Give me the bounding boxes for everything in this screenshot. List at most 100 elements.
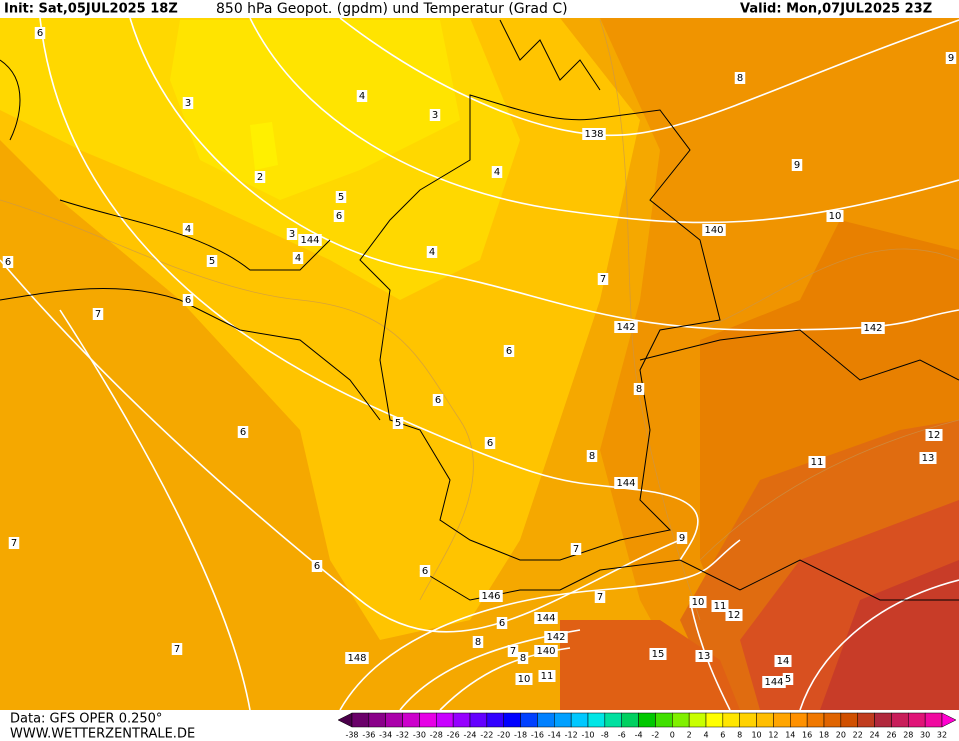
contour-label: 7: [573, 544, 579, 555]
label-box: [171, 643, 183, 655]
height-isoline: [59, 309, 251, 711]
contour-label: 7: [510, 646, 516, 657]
contour-label: 8: [589, 451, 595, 462]
colorbar-tick-label: -28: [430, 731, 443, 740]
height-isoline: [689, 579, 959, 711]
label-box: [534, 645, 558, 657]
header-bar: [0, 0, 959, 18]
label-box: [286, 228, 298, 240]
colorbar-tick-label: -10: [581, 731, 594, 740]
label-box: [695, 650, 713, 662]
colorbar-tick-label: 18: [819, 731, 829, 740]
colorbar-swatch: [351, 712, 370, 728]
label-box: [491, 166, 503, 178]
contour-label: 4: [494, 167, 500, 178]
contour-label: 12: [728, 610, 741, 621]
country-border: [639, 329, 959, 381]
label-box: [429, 109, 441, 121]
label-box: [586, 450, 598, 462]
colorbar-swatch: [638, 712, 656, 728]
height-isoline: [0, 259, 681, 633]
label-box: [2, 256, 14, 268]
label-box: [292, 252, 304, 264]
colorbar-tick-label: -14: [548, 731, 561, 740]
temp-area: [560, 620, 740, 710]
colorbar-tick-label: 14: [785, 731, 795, 740]
label-box: [791, 159, 803, 171]
colorbar-swatch: [739, 712, 757, 728]
colorbar-tick-label: 10: [751, 731, 761, 740]
init-text: Init: Sat,05JUL2025 18Z: [4, 2, 178, 17]
contour-label: 4: [359, 91, 365, 102]
colorbar-tick-label: -30: [413, 731, 426, 740]
valid-text: Valid: Mon,07JUL2025 23Z: [740, 2, 932, 17]
colorbar-tick-label: -32: [396, 731, 409, 740]
label-box: [538, 670, 556, 682]
colorbar-tick-label: 12: [768, 731, 778, 740]
colorbar-swatch: [840, 712, 858, 728]
contour-label: 9: [679, 533, 685, 544]
contour-label: 6: [185, 295, 191, 306]
contour-label: 10: [518, 674, 531, 685]
contour-label: 140: [536, 646, 555, 657]
label-box: [534, 612, 558, 624]
contour-label: 13: [698, 651, 711, 662]
label-box: [503, 345, 515, 357]
label-box: [484, 437, 496, 449]
colorbar-swatch: [908, 712, 926, 728]
colorbar-swatch: [570, 712, 589, 728]
label-box: [8, 537, 20, 549]
contour-label: 8: [737, 73, 743, 84]
colorbar-swatch: [688, 712, 707, 728]
colorbar-swatch: [672, 712, 690, 728]
contour-label: 10: [692, 597, 705, 608]
contour-label: 5: [395, 418, 401, 429]
contour-label: 142: [546, 632, 565, 643]
contour-label: 7: [174, 644, 180, 655]
contour-label: 8: [520, 653, 526, 664]
contour-label: 6: [435, 395, 441, 406]
label-box: [570, 543, 582, 555]
colorbar-tick-label: 2: [687, 731, 692, 740]
country-border: [0, 287, 381, 421]
contour-label: 6: [499, 618, 505, 629]
colorbar-swatch: [756, 712, 774, 728]
contour-label: 148: [347, 653, 366, 664]
colorbar-tick-label: -12: [565, 731, 578, 740]
colorbar-swatch: [621, 712, 639, 728]
colorbar-swatch: [402, 712, 420, 728]
label-box: [237, 426, 249, 438]
colorbar-swatch: [486, 712, 504, 728]
colorbar-tick-label: -4: [635, 731, 643, 740]
colorbar-tick-label: 28: [903, 731, 913, 740]
colorbar-swatch: [520, 712, 538, 728]
height-isoline: [249, 17, 959, 224]
colorbar-swatch: [604, 712, 622, 728]
colorbar-swatch: [436, 712, 454, 728]
label-box: [472, 636, 484, 648]
contour-label: 11: [714, 601, 727, 612]
label-box: [507, 645, 519, 657]
label-box: [479, 590, 503, 602]
label-box: [702, 224, 726, 236]
contour-label: 5: [785, 674, 791, 685]
height-isoline: [39, 17, 699, 561]
label-box: [432, 394, 444, 406]
contour-label: 14: [777, 656, 790, 667]
label-box: [335, 191, 347, 203]
contour-label: 9: [948, 53, 954, 64]
label-box: [676, 532, 688, 544]
colorbar-tick-label: 32: [937, 731, 947, 740]
colorbar-swatch: [874, 712, 892, 728]
contour-label: 13: [922, 453, 935, 464]
label-box: [762, 676, 786, 688]
label-box: [298, 234, 322, 246]
contour-label: 7: [600, 274, 606, 285]
label-box: [594, 591, 606, 603]
temp-isoline: [0, 199, 474, 601]
colorbar-swatch: [655, 712, 673, 728]
contour-label: 6: [5, 257, 11, 268]
label-box: [614, 321, 638, 333]
colorbar-tick-label: 30: [920, 731, 930, 740]
